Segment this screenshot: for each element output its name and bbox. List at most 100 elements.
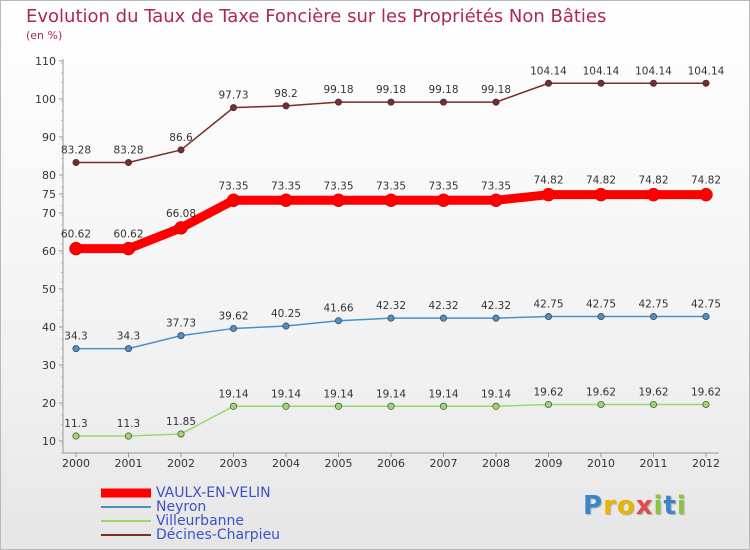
data-point (230, 324, 238, 332)
data-point (121, 241, 136, 256)
data-label: 73.35 (218, 180, 248, 192)
data-label: 104.14 (635, 65, 672, 77)
data-label: 19.14 (218, 388, 248, 400)
legend-item: Neyron (101, 499, 401, 515)
data-point (125, 159, 133, 167)
data-point (334, 98, 342, 106)
logo-letter: i (653, 491, 664, 521)
y-tick-label: 30 (42, 359, 56, 372)
data-label: 19.14 (481, 388, 511, 400)
data-label: 74.82 (586, 175, 616, 187)
data-label: 104.14 (688, 65, 725, 77)
data-label: 74.82 (638, 175, 668, 187)
data-point (649, 313, 657, 321)
data-label: 19.14 (271, 388, 301, 400)
logo-letter: t (663, 491, 677, 521)
data-point (489, 193, 503, 208)
data-point (331, 193, 346, 208)
data-point (282, 402, 290, 410)
data-point (125, 345, 133, 353)
data-point (387, 402, 395, 410)
data-point (702, 313, 710, 321)
data-point (177, 332, 185, 340)
x-tick-label: 2002 (167, 457, 195, 470)
data-label: 73.35 (376, 180, 406, 192)
data-label: 19.62 (638, 386, 668, 398)
data-label: 19.14 (428, 388, 458, 400)
y-tick-label: 110 (35, 55, 56, 68)
data-label: 66.08 (166, 208, 196, 220)
data-label: 60.62 (61, 229, 91, 241)
data-label: 19.14 (323, 388, 353, 400)
data-point (544, 79, 552, 87)
proxiti-logo: Proxiti (583, 491, 687, 521)
legend-swatch (101, 534, 151, 536)
y-tick-label: 90 (42, 131, 56, 144)
data-point (541, 187, 556, 202)
data-label: 104.14 (530, 65, 567, 77)
y-tick-label: 60 (42, 245, 56, 258)
data-label: 99.18 (376, 84, 406, 96)
data-point (436, 193, 451, 208)
data-point (702, 400, 710, 408)
data-point (544, 313, 552, 321)
data-label: 73.35 (428, 180, 458, 192)
data-label: 19.62 (533, 386, 563, 398)
data-label: 99.18 (428, 84, 458, 96)
data-label: 42.32 (376, 300, 406, 312)
data-point (279, 193, 293, 208)
data-point (384, 193, 398, 208)
data-point (649, 79, 657, 87)
data-point (492, 98, 500, 106)
data-point (125, 432, 133, 440)
x-tick-label: 2012 (692, 457, 720, 470)
data-label: 40.25 (271, 308, 301, 320)
x-tick-label: 2006 (377, 457, 405, 470)
chart-unit: (en %) (26, 29, 63, 42)
data-label: 42.75 (638, 299, 668, 311)
data-point (597, 400, 605, 408)
data-point (594, 187, 608, 202)
data-label: 98.2 (274, 88, 297, 100)
x-tick-label: 2009 (535, 457, 563, 470)
y-tick-label: 80 (42, 169, 56, 182)
data-point (702, 79, 710, 87)
data-label: 73.35 (271, 180, 301, 192)
data-label: 42.32 (428, 300, 458, 312)
data-point (177, 146, 185, 154)
logo-letter: o (616, 491, 636, 521)
legend-label: VAULX-EN-VELIN (156, 485, 271, 501)
data-point (226, 193, 241, 208)
data-label: 74.82 (533, 175, 563, 187)
data-point (439, 98, 447, 106)
data-label: 83.28 (113, 145, 143, 157)
x-tick-label: 2011 (640, 457, 668, 470)
data-point (230, 104, 238, 112)
logo-letter: i (676, 491, 687, 521)
data-point (439, 314, 447, 322)
data-point (177, 430, 185, 438)
data-point (72, 345, 80, 353)
y-tick-label: 75 (42, 188, 56, 201)
data-label: 34.3 (64, 331, 87, 343)
legend-item: Villeurbanne (101, 513, 401, 529)
data-point (230, 402, 238, 410)
data-label: 60.62 (113, 229, 143, 241)
y-tick-label: 70 (42, 207, 56, 220)
data-point (72, 432, 80, 440)
data-label: 11.3 (64, 418, 87, 430)
data-label: 42.75 (586, 299, 616, 311)
data-label: 41.66 (323, 303, 353, 315)
data-label: 42.75 (691, 299, 721, 311)
data-point (334, 402, 342, 410)
y-tick-label: 50 (42, 283, 56, 296)
data-label: 19.14 (376, 388, 406, 400)
data-point (69, 241, 83, 256)
data-point (597, 79, 605, 87)
data-label: 86.6 (169, 132, 193, 144)
data-label: 19.62 (691, 386, 721, 398)
data-point (387, 314, 395, 322)
data-label: 73.35 (481, 180, 511, 192)
